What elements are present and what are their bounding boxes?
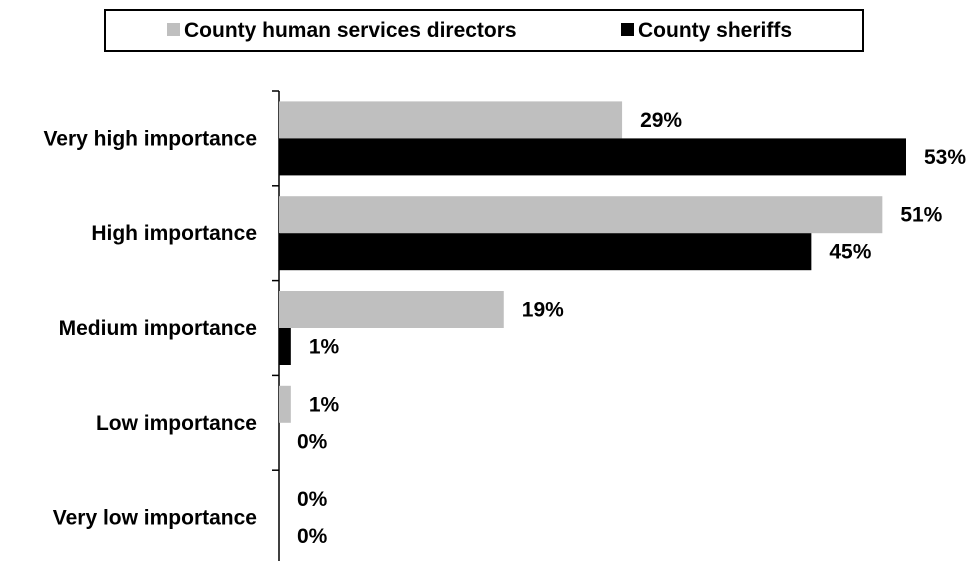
legend-box <box>104 9 864 52</box>
category-label-very-high-importance: Very high importance <box>43 127 257 150</box>
bars <box>279 101 906 423</box>
data-label-county-human-services-directors-very-high-importance: 29% <box>640 109 682 132</box>
category-label-high-importance: High importance <box>91 222 257 245</box>
category-label-medium-importance: Medium importance <box>59 317 257 340</box>
data-label-county-sheriffs-low-importance: 0% <box>297 430 328 453</box>
data-label-county-human-services-directors-low-importance: 1% <box>309 393 340 416</box>
bar-county-human-services-directors-very-high-importance <box>279 101 623 139</box>
category-label-very-low-importance: Very low importance <box>53 507 257 530</box>
legend-swatch-sheriffs <box>621 23 634 36</box>
data-label-county-sheriffs-high-importance: 45% <box>829 241 871 264</box>
bar-county-human-services-directors-medium-importance <box>279 291 504 328</box>
bar-county-human-services-directors-low-importance <box>279 385 291 423</box>
data-label-county-human-services-directors-very-low-importance: 0% <box>297 488 328 511</box>
legend-swatch-human-services-directors <box>167 23 180 36</box>
legend-label-human-services-directors: County human services directors <box>184 19 517 42</box>
bar-county-sheriffs-very-high-importance <box>279 138 906 176</box>
data-label-county-sheriffs-very-high-importance: 53% <box>924 146 966 169</box>
data-label-county-human-services-directors-high-importance: 51% <box>900 204 942 227</box>
data-label-county-sheriffs-very-low-importance: 0% <box>297 525 328 548</box>
bar-county-human-services-directors-high-importance <box>279 196 883 234</box>
legend: County human services directors County s… <box>104 9 864 52</box>
data-labels: 29% 53% 51% 45% 19% 1% 1% 0% 0% 0% <box>297 109 966 548</box>
data-label-county-human-services-directors-medium-importance: 19% <box>522 299 564 322</box>
bar-county-sheriffs-medium-importance <box>279 328 291 365</box>
legend-label-sheriffs: County sheriffs <box>638 19 792 42</box>
category-label-low-importance: Low importance <box>96 412 257 435</box>
category-labels: Very high importance High importance Mediu… <box>43 127 257 529</box>
data-label-county-sheriffs-medium-importance: 1% <box>309 336 340 359</box>
category-axis <box>272 90 280 561</box>
bar-county-sheriffs-high-importance <box>279 233 812 271</box>
